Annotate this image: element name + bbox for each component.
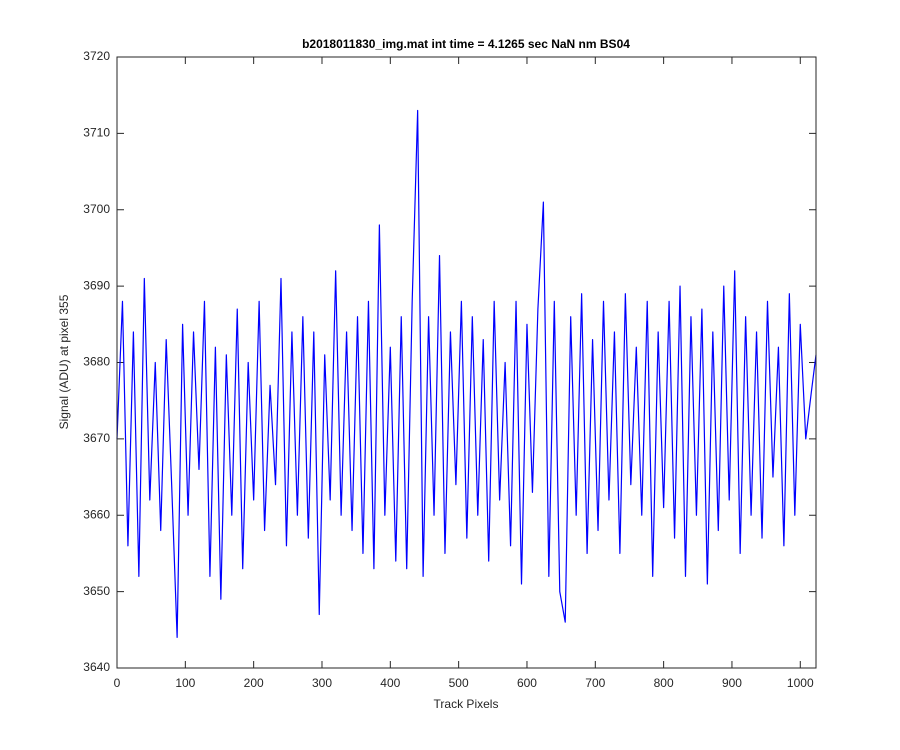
y-tick-label: 3640 <box>83 660 110 674</box>
y-tick-label: 3700 <box>83 202 110 216</box>
chart-title: b2018011830_img.mat int time = 4.1265 se… <box>302 37 630 51</box>
x-tick-label: 700 <box>585 676 605 690</box>
x-tick-label: 100 <box>175 676 195 690</box>
x-tick-label: 600 <box>517 676 537 690</box>
data-line <box>116 109 817 639</box>
x-axis-label: Track Pixels <box>434 697 499 711</box>
y-axis-label: Signal (ADU) at pixel 355 <box>57 294 71 429</box>
y-tick-label: 3720 <box>83 49 110 63</box>
y-tick-label: 3670 <box>83 431 110 445</box>
plot-frame <box>116 56 817 669</box>
x-tick-label: 1000 <box>787 676 814 690</box>
x-tick-label: 900 <box>722 676 742 690</box>
y-tick-label: 3690 <box>83 278 110 292</box>
x-tick-label: 800 <box>654 676 674 690</box>
x-tick-label: 0 <box>114 676 121 690</box>
y-tick-label: 3710 <box>83 126 110 140</box>
y-tick-label: 3650 <box>83 584 110 598</box>
x-tick-label: 200 <box>244 676 264 690</box>
y-tick-label: 3680 <box>83 355 110 369</box>
x-tick-label: 300 <box>312 676 332 690</box>
x-tick-label: 500 <box>449 676 469 690</box>
y-tick-label: 3660 <box>83 507 110 521</box>
x-tick-label: 400 <box>380 676 400 690</box>
